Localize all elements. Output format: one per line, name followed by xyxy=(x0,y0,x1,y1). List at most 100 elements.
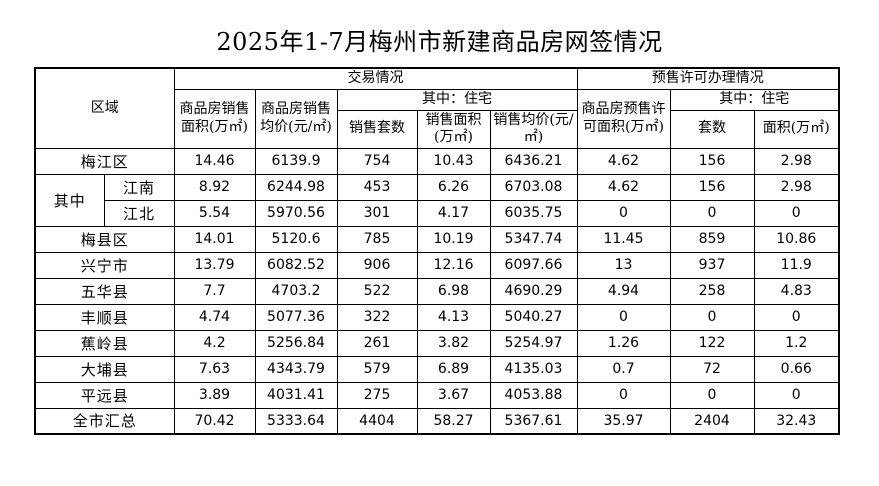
data-cell: 6035.75 xyxy=(489,199,578,227)
data-cell: 4.17 xyxy=(416,199,491,227)
data-cell: 6082.52 xyxy=(254,251,338,279)
data-cell: 6139.9 xyxy=(254,147,338,175)
data-cell: 7.7 xyxy=(173,277,256,305)
table-row: 五华县 7.7 4703.2 522 6.98 4690.29 4.94 258… xyxy=(34,277,840,305)
table-row: 丰顺县 4.74 5077.36 322 4.13 5040.27 0 0 0 xyxy=(34,303,840,331)
table-row-total: 全市汇总 70.42 5333.64 4404 58.27 5367.61 35… xyxy=(34,407,840,435)
data-cell: 32.43 xyxy=(753,407,840,435)
data-cell: 0.66 xyxy=(753,355,840,383)
data-cell: 70.42 xyxy=(173,407,256,435)
data-cell: 4.13 xyxy=(416,303,491,331)
data-cell: 4135.03 xyxy=(489,355,578,383)
data-cell: 3.67 xyxy=(416,381,491,409)
data-cell: 0 xyxy=(669,303,755,331)
header-row-sub: 商品房销售面积(万㎡) 商品房销售均价(元/㎡) 其中：住宅 商品房预售许可面积… xyxy=(35,88,840,149)
data-cell: 5367.61 xyxy=(489,407,578,435)
data-cell: 156 xyxy=(669,173,755,201)
header-transaction-group: 交易情况 xyxy=(173,67,578,90)
table-row: 兴宁市 13.79 6082.52 906 12.16 6097.66 13 9… xyxy=(34,251,840,279)
data-cell: 0 xyxy=(669,199,755,227)
data-cell: 6436.21 xyxy=(489,147,578,175)
data-cell: 453 xyxy=(336,173,418,201)
row-label: 梅江区 xyxy=(34,147,175,175)
header-row-groups: 区域 交易情况 预售许可办理情况 xyxy=(34,67,840,149)
table-body: 梅江区 14.46 6139.9 754 10.43 6436.21 4.62 … xyxy=(34,147,840,435)
data-cell: 0 xyxy=(576,303,671,331)
data-cell: 5970.56 xyxy=(254,199,338,227)
data-cell: 10.19 xyxy=(416,225,491,253)
data-cell: 11.45 xyxy=(576,225,671,253)
housing-signing-table: 区域 交易情况 预售许可办理情况 商品房销售面积(万㎡) 商品房销售均价(元/㎡… xyxy=(34,67,840,435)
page-title: 2025年1-7月梅州市新建商品房网签情况 xyxy=(216,28,663,56)
data-cell: 5040.27 xyxy=(489,303,578,331)
data-cell: 5347.74 xyxy=(489,225,578,253)
data-cell: 0 xyxy=(576,381,671,409)
row-label: 江南 xyxy=(103,173,175,201)
data-cell: 5120.6 xyxy=(254,225,338,253)
data-cell: 13 xyxy=(576,251,671,279)
data-cell: 14.46 xyxy=(173,147,256,175)
header-res-avg-price: 销售均价(元/㎡) xyxy=(489,109,578,149)
table-row: 其中 江南 8.92 6244.98 453 6.26 6703.08 4.62… xyxy=(34,173,840,227)
header-res-sales-area: 销售面积(万㎡) xyxy=(416,109,491,149)
row-label: 蕉岭县 xyxy=(34,329,175,357)
data-cell: 5333.64 xyxy=(254,407,338,435)
data-cell: 275 xyxy=(336,381,418,409)
table-header: 区域 交易情况 预售许可办理情况 商品房销售面积(万㎡) 商品房销售均价(元/㎡… xyxy=(34,67,840,149)
row-label: 梅县区 xyxy=(34,225,175,253)
data-cell: 5254.97 xyxy=(489,329,578,357)
row-label: 大埔县 xyxy=(34,355,175,383)
table-row: 蕉岭县 4.2 5256.84 261 3.82 5254.97 1.26 12… xyxy=(34,329,840,357)
data-cell: 156 xyxy=(669,147,755,175)
data-cell: 0 xyxy=(753,199,840,227)
data-cell: 0 xyxy=(669,381,755,409)
data-cell: 35.97 xyxy=(576,407,671,435)
data-cell: 14.01 xyxy=(173,225,256,253)
header-region: 区域 xyxy=(34,67,175,149)
data-cell: 72 xyxy=(669,355,755,383)
data-cell: 261 xyxy=(336,329,418,357)
data-cell: 0 xyxy=(753,303,840,331)
data-cell: 2.98 xyxy=(753,147,840,175)
header-presale-res-area: 面积(万㎡) xyxy=(753,109,840,149)
data-cell: 4404 xyxy=(336,407,418,435)
data-cell: 906 xyxy=(336,251,418,279)
data-cell: 4.2 xyxy=(173,329,256,357)
data-cell: 12.16 xyxy=(416,251,491,279)
row-group-label: 其中 xyxy=(34,173,105,227)
data-cell: 4.74 xyxy=(173,303,256,331)
data-cell: 754 xyxy=(336,147,418,175)
header-presale-units: 套数 xyxy=(669,109,755,149)
data-cell: 4031.41 xyxy=(254,381,338,409)
data-cell: 6703.08 xyxy=(489,173,578,201)
header-presale-group: 预售许可办理情况 xyxy=(576,67,840,90)
table-row: 江北 5.54 5970.56 301 4.17 6035.75 0 0 0 xyxy=(35,199,840,227)
table-row: 梅江区 14.46 6139.9 754 10.43 6436.21 4.62 … xyxy=(34,147,840,175)
header-among-residential-presale: 其中：住宅 xyxy=(669,88,840,111)
data-cell: 5.54 xyxy=(173,199,256,227)
data-cell: 0 xyxy=(753,381,840,409)
data-cell: 7.63 xyxy=(173,355,256,383)
data-cell: 6097.66 xyxy=(489,251,578,279)
data-cell: 4703.2 xyxy=(254,277,338,305)
data-cell: 2.98 xyxy=(753,173,840,201)
data-cell: 58.27 xyxy=(416,407,491,435)
table-row: 梅县区 14.01 5120.6 785 10.19 5347.74 11.45… xyxy=(34,225,840,253)
data-cell: 6.26 xyxy=(416,173,491,201)
data-cell: 4.62 xyxy=(576,147,671,175)
data-cell: 579 xyxy=(336,355,418,383)
data-cell: 5077.36 xyxy=(254,303,338,331)
header-among-residential-transaction: 其中：住宅 xyxy=(336,88,578,111)
data-cell: 6.98 xyxy=(416,277,491,305)
data-cell: 10.86 xyxy=(753,225,840,253)
data-cell: 4053.88 xyxy=(489,381,578,409)
data-cell: 785 xyxy=(336,225,418,253)
data-cell: 1.26 xyxy=(576,329,671,357)
data-cell: 522 xyxy=(336,277,418,305)
row-label: 五华县 xyxy=(34,277,175,305)
data-cell: 859 xyxy=(669,225,755,253)
data-cell: 258 xyxy=(669,277,755,305)
row-label: 江北 xyxy=(103,199,175,227)
data-cell: 4.94 xyxy=(576,277,671,305)
